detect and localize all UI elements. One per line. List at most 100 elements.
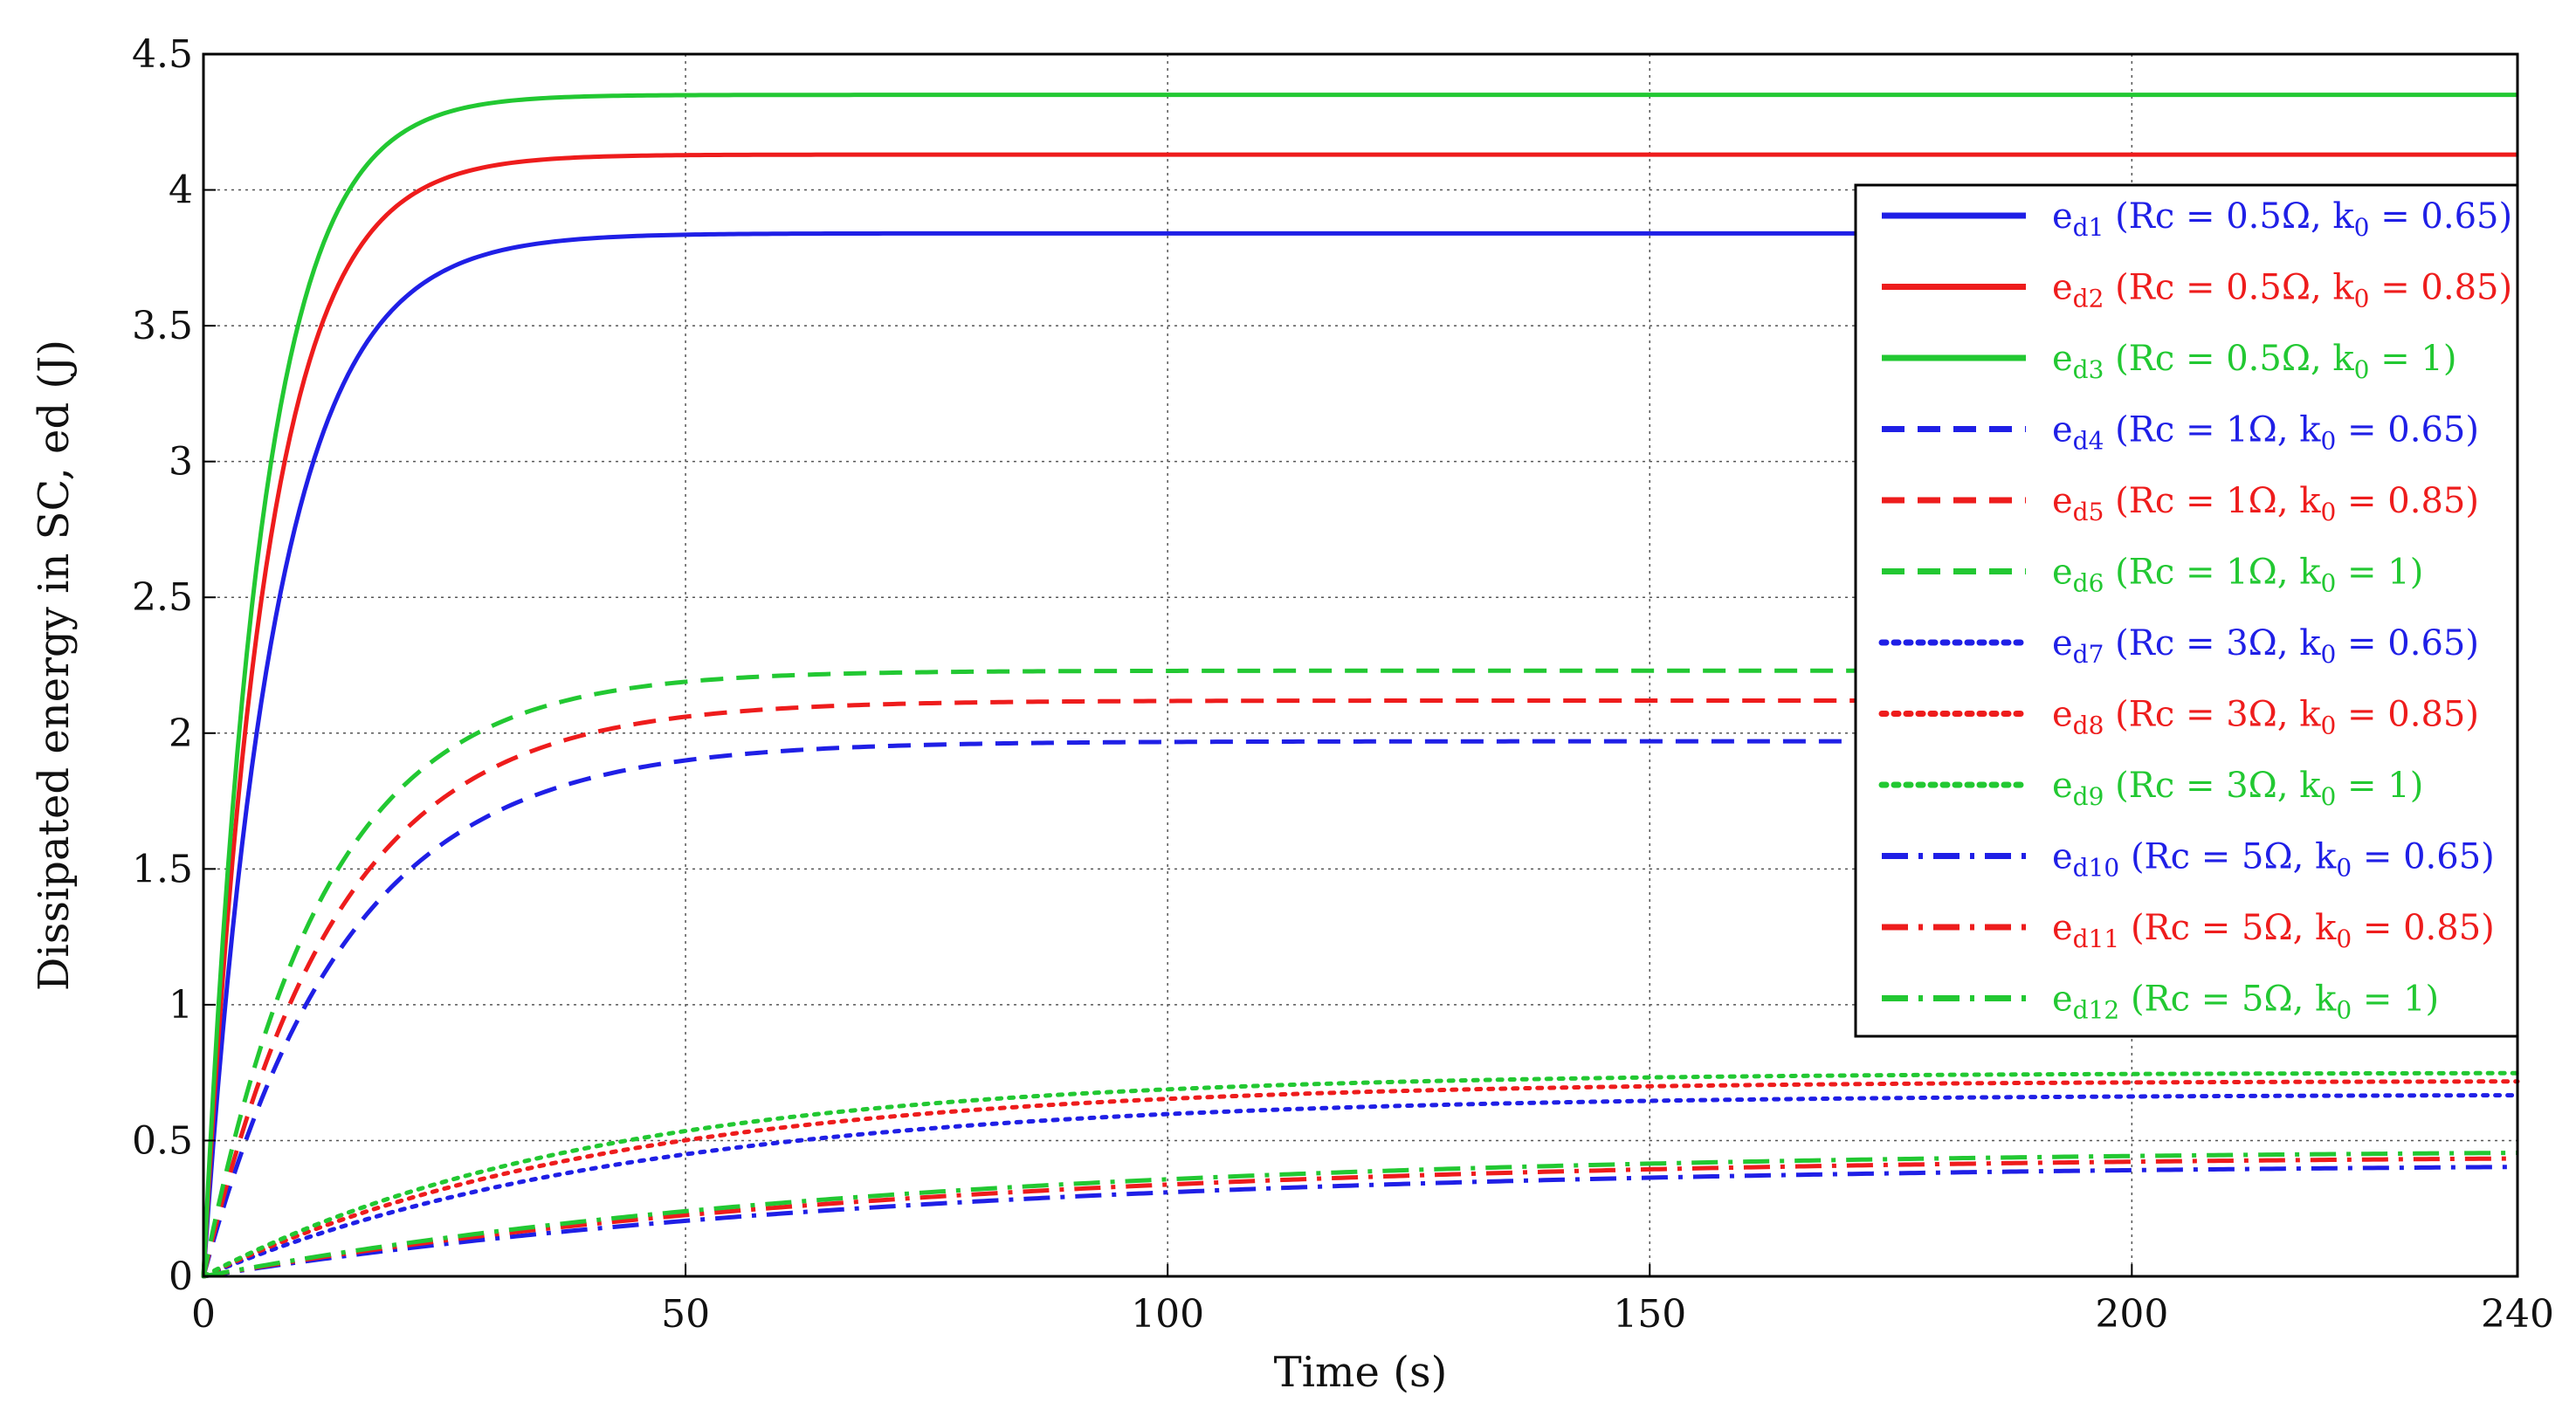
legend-subscript: d7 <box>2073 640 2104 669</box>
legend-text-part: = 1) <box>2369 339 2456 379</box>
legend-subscript: 0 <box>2354 355 2370 384</box>
legend-subscript: 0 <box>2336 996 2352 1025</box>
legend-label-ed12: ed12 (Rc = 5Ω, k0 = 1) <box>2052 980 2439 1025</box>
legend-subscript: d9 <box>2073 782 2104 811</box>
legend-text-part: = 1) <box>2336 766 2423 806</box>
legend-label-ed11: ed11 (Rc = 5Ω, k0 = 0.85) <box>2052 908 2495 953</box>
legend-label-ed9: ed9 (Rc = 3Ω, k0 = 1) <box>2052 766 2423 811</box>
legend-subscript: 0 <box>2321 712 2337 740</box>
y-tick-label: 2.5 <box>132 575 193 620</box>
legend-text-part: = 0.85) <box>2369 268 2512 308</box>
legend-subscript: 0 <box>2321 640 2337 669</box>
y-tick-label: 1 <box>169 983 193 1028</box>
legend-label-ed2: ed2 (Rc = 0.5Ω, k0 = 0.85) <box>2052 268 2512 313</box>
legend-text-part: = 1) <box>2352 980 2439 1020</box>
y-axis-label: Dissipated energy in SC, ed (J) <box>30 340 79 991</box>
axis-ticks: 0 50 100 150 200 240 0 0.5 1 1.5 2 2.5 3 3.5 4 4.5 <box>132 32 2554 1337</box>
legend-label-ed10: ed10 (Rc = 5Ω, k0 = 0.65) <box>2052 837 2495 883</box>
legend-label-ed1: ed1 (Rc = 0.5Ω, k0 = 0.65) <box>2052 196 2512 242</box>
legend-text-part: = 0.85) <box>2352 908 2495 948</box>
series-line-ed9 <box>201 1070 2520 1279</box>
legend-subscript: d6 <box>2073 569 2104 598</box>
x-axis-label: Time (s) <box>1274 1348 1448 1397</box>
legend-box <box>1854 183 2519 1038</box>
legend-subscript: 0 <box>2321 427 2337 456</box>
legend-subscript: d1 <box>2073 213 2104 242</box>
y-tick-label: 0.5 <box>132 1118 193 1163</box>
legend: ed1 (Rc = 0.5Ω, k0 = 0.65)ed2 (Rc = 0.5Ω… <box>1854 183 2519 1038</box>
y-tick-label: 2 <box>169 712 193 756</box>
legend-text-part: e <box>2052 908 2073 948</box>
y-tick-label: 4.5 <box>132 32 193 77</box>
series-line-ed8 <box>201 1079 2520 1279</box>
x-tick-label: 240 <box>2481 1292 2554 1337</box>
legend-subscript: d10 <box>2073 854 2120 883</box>
series-line-ed2 <box>201 152 2517 1277</box>
legend-text-part: e <box>2052 695 2073 735</box>
legend-text-part: (Rc = 1Ω, k <box>2104 410 2321 450</box>
legend-text-part: = 0.65) <box>2336 410 2479 450</box>
legend-text-part: (Rc = 0.5Ω, k <box>2104 339 2354 379</box>
legend-subscript: 0 <box>2354 213 2370 242</box>
legend-subscript: 0 <box>2336 854 2352 883</box>
legend-subscript: d5 <box>2073 498 2104 526</box>
x-tick-label: 200 <box>2095 1292 2168 1337</box>
legend-text-part: (Rc = 3Ω, k <box>2104 766 2321 806</box>
legend-text-part: e <box>2052 837 2073 877</box>
legend-text-part: e <box>2052 196 2073 237</box>
series-line-ed4 <box>201 739 2517 1277</box>
legend-label-ed6: ed6 (Rc = 1Ω, k0 = 1) <box>2052 553 2423 598</box>
legend-text-part: e <box>2052 268 2073 308</box>
x-tick-label: 50 <box>661 1292 710 1337</box>
series-line-ed3 <box>201 93 2517 1277</box>
legend-subscript: 0 <box>2336 925 2352 953</box>
y-tick-label: 1.5 <box>132 847 193 891</box>
legend-text-part: e <box>2052 339 2073 379</box>
legend-label-ed7: ed7 (Rc = 3Ω, k0 = 0.65) <box>2052 623 2479 669</box>
legend-subscript: d2 <box>2073 285 2104 313</box>
legend-text-part: = 0.85) <box>2336 481 2479 521</box>
series-line-ed6 <box>201 668 2517 1277</box>
legend-subscript: 0 <box>2321 498 2337 526</box>
legend-subscript: d4 <box>2073 427 2104 456</box>
legend-text-part: = 0.85) <box>2336 695 2479 735</box>
legend-text-part: (Rc = 5Ω, k <box>2119 908 2337 948</box>
legend-text-part: = 0.65) <box>2369 196 2512 237</box>
legend-text-part: (Rc = 1Ω, k <box>2104 553 2321 593</box>
legend-text-part: (Rc = 3Ω, k <box>2104 695 2321 735</box>
series-line-ed5 <box>201 698 2517 1277</box>
x-tick-label: 0 <box>191 1292 216 1337</box>
legend-label-ed8: ed8 (Rc = 3Ω, k0 = 0.85) <box>2052 695 2479 740</box>
legend-subscript: 0 <box>2321 782 2337 811</box>
legend-subscript: d8 <box>2073 712 2104 740</box>
series-line-ed7 <box>201 1093 2520 1279</box>
legend-subscript: d3 <box>2073 355 2104 384</box>
legend-subscript: 0 <box>2321 569 2337 598</box>
legend-text-part: e <box>2052 481 2073 521</box>
series-lines <box>201 93 2520 1279</box>
legend-text-part: e <box>2052 553 2073 593</box>
x-tick-label: 100 <box>1131 1292 1204 1337</box>
y-tick-label: 0 <box>169 1255 193 1299</box>
legend-subscript: 0 <box>2354 285 2370 313</box>
legend-text-part: e <box>2052 980 2073 1020</box>
legend-text-part: (Rc = 5Ω, k <box>2119 837 2337 877</box>
legend-text-part: e <box>2052 766 2073 806</box>
legend-text-part: (Rc = 3Ω, k <box>2104 623 2321 663</box>
legend-label-ed4: ed4 (Rc = 1Ω, k0 = 0.65) <box>2052 410 2479 456</box>
y-tick-label: 3.5 <box>132 304 193 348</box>
legend-text-part: (Rc = 0.5Ω, k <box>2104 196 2354 237</box>
y-tick-label: 4 <box>169 168 193 213</box>
x-tick-label: 150 <box>1613 1292 1686 1337</box>
legend-label-ed5: ed5 (Rc = 1Ω, k0 = 0.85) <box>2052 481 2479 526</box>
legend-subscript: d11 <box>2073 925 2120 953</box>
legend-text-part: (Rc = 5Ω, k <box>2119 980 2337 1020</box>
legend-label-ed3: ed3 (Rc = 0.5Ω, k0 = 1) <box>2052 339 2456 384</box>
legend-text-part: = 1) <box>2336 553 2423 593</box>
legend-text-part: e <box>2052 623 2073 663</box>
legend-text-part: (Rc = 0.5Ω, k <box>2104 268 2354 308</box>
legend-text-part: = 0.65) <box>2352 837 2495 877</box>
legend-subscript: d12 <box>2073 996 2120 1025</box>
y-tick-label: 3 <box>169 440 193 485</box>
